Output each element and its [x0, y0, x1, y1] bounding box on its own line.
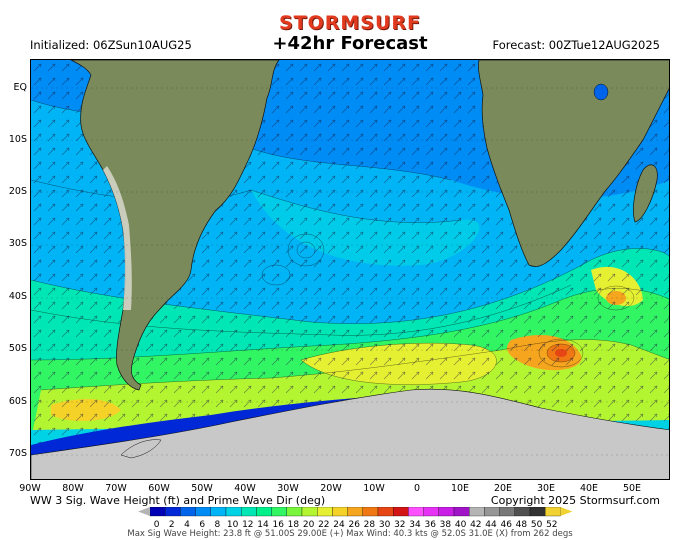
scale-swatch [408, 507, 424, 517]
scale-label: 18 [288, 520, 300, 529]
wave-height-map [30, 59, 670, 480]
latitude-label: 50S [8, 343, 27, 354]
antarctic-peninsula [120, 439, 162, 459]
longitude-label: 70W [105, 483, 127, 494]
longitude-label: 20W [320, 483, 342, 494]
scale-swatch [180, 507, 196, 517]
antarctica-landmass [31, 388, 669, 479]
longitude-label: 60W [148, 483, 170, 494]
longitude-label: 30W [277, 483, 299, 494]
scale-label: 26 [348, 520, 360, 529]
scale-label: 32 [394, 520, 405, 529]
longitude-label: 40E [579, 483, 599, 494]
lake-victoria [593, 83, 609, 101]
scale-swatch [469, 507, 485, 517]
scale-label: 8 [215, 520, 221, 529]
latitude-label: 70S [8, 448, 27, 459]
scale-swatch [286, 507, 303, 517]
scale-swatch [347, 507, 363, 517]
scale-arrow-right [560, 507, 573, 516]
scale-arrow-left [138, 507, 150, 516]
scale-swatch [332, 507, 348, 517]
scale-swatch [484, 507, 500, 517]
scale-label: 50 [531, 520, 543, 529]
scale-label: 20 [303, 520, 315, 529]
scale-swatch [256, 507, 272, 517]
longitude-label: 20E [493, 483, 513, 494]
madagascar [633, 164, 658, 223]
scale-swatch [423, 507, 439, 517]
scale-swatch [453, 507, 470, 517]
scale-label: 46 [500, 520, 512, 529]
scale-label: 22 [318, 520, 329, 529]
scale-swatch [210, 507, 227, 517]
scale-label: 52 [546, 520, 557, 529]
scale-label: 0 [154, 520, 160, 529]
initialized-time: Initialized: 06ZSun10AUG25 [30, 38, 192, 52]
scale-swatch [529, 507, 546, 517]
longitude-label: 50E [622, 483, 642, 494]
wave-height-color-scale: 0 2 4 6 8 10 12 14 16 18 20 22 24 26 28 30 32 34 36 38 40 42 4… [136, 507, 576, 529]
scale-swatch [241, 507, 257, 517]
longitude-label: 40W [234, 483, 256, 494]
scale-label: 28 [364, 520, 376, 529]
scale-swatch [499, 507, 515, 517]
scale-swatch [514, 507, 531, 517]
scale-swatch [301, 507, 318, 517]
latitude-label: 10S [8, 134, 27, 145]
latitude-label: 60S [8, 396, 27, 407]
scale-label: 2 [169, 520, 175, 529]
latitude-label: 40S [8, 291, 27, 302]
scale-label: 36 [424, 520, 436, 529]
scale-label: 6 [199, 520, 205, 529]
latitude-label: EQ [13, 82, 27, 93]
scale-swatch [271, 507, 287, 517]
longitude-label: 80W [62, 483, 84, 494]
latitude-label: 30S [8, 238, 27, 249]
longitude-label: 50W [191, 483, 213, 494]
longitude-label: 30E [536, 483, 556, 494]
scale-swatch [149, 507, 166, 517]
scale-swatch [438, 507, 455, 517]
longitude-label: 10E [450, 483, 470, 494]
scale-label: 30 [379, 520, 391, 529]
lat-lon-grid [31, 87, 669, 456]
scale-swatch [393, 507, 409, 517]
scale-label: 34 [409, 520, 421, 529]
south-america-landmass [70, 60, 280, 391]
stormsurf-logo: STORMSURF [278, 12, 422, 34]
longitude-label: 10W [363, 483, 385, 494]
longitude-label: 0 [413, 483, 421, 494]
scale-label: 4 [184, 520, 190, 529]
scale-label: 42 [470, 520, 481, 529]
scale-label: 24 [333, 520, 345, 529]
scale-label: 10 [227, 520, 239, 529]
scale-swatch [195, 507, 211, 517]
forecast-title: +42hr Forecast [272, 33, 428, 54]
scale-label: 12 [242, 520, 253, 529]
scale-label: 16 [272, 520, 284, 529]
scale-swatch [545, 507, 561, 517]
forecast-valid-time: Forecast: 00ZTue12AUG2025 [492, 38, 660, 52]
scale-swatch [165, 507, 181, 517]
andes-highlands [103, 166, 132, 310]
scale-label: 40 [455, 520, 467, 529]
africa-landmass [478, 60, 669, 267]
max-values-footer: Max Sig Wave Height: 23.8 ft @ 51.00S 29… [127, 529, 573, 539]
scale-swatch [377, 507, 394, 517]
map-caption: WW 3 Sig. Wave Height (ft) and Prime Wav… [30, 494, 326, 507]
scale-label: 38 [440, 520, 452, 529]
scale-label: 48 [516, 520, 528, 529]
scale-label: 44 [485, 520, 497, 529]
longitude-label: 90W [19, 483, 41, 494]
scale-swatch [225, 507, 242, 517]
scale-swatch [317, 507, 333, 517]
scale-swatch [362, 507, 379, 517]
scale-label: 14 [257, 520, 269, 529]
copyright-text: Copyright 2025 Stormsurf.com [490, 494, 660, 507]
latitude-label: 20S [8, 186, 27, 197]
